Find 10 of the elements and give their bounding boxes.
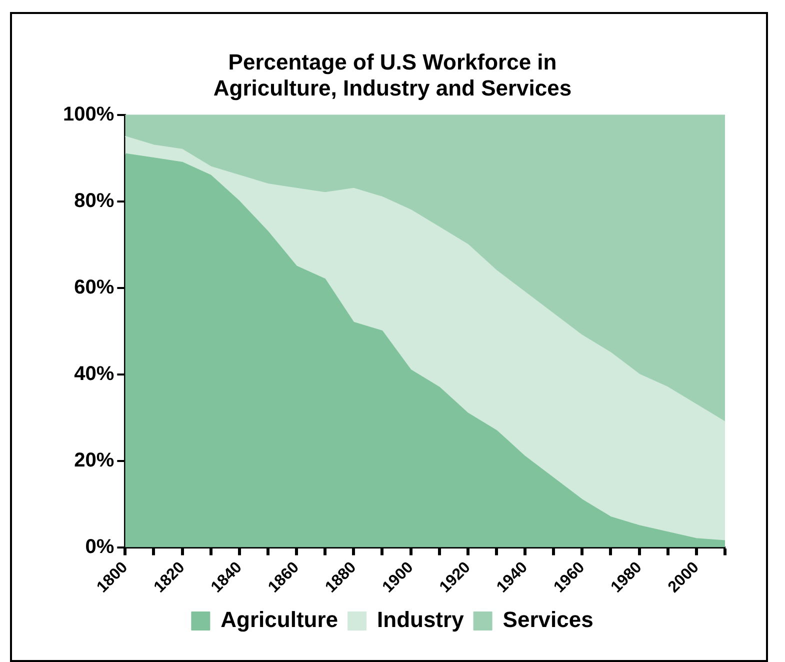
legend-label: Industry (377, 607, 465, 632)
y-tick-label: 20% (74, 449, 114, 472)
legend-label: Services (502, 607, 594, 632)
y-tick-label: 0% (85, 536, 114, 558)
legend-label: Agriculture (220, 607, 338, 632)
y-tick-label: 80% (74, 190, 114, 212)
chart-title: Percentage of U.S Workforce in Agriculture, Industry and Services (213, 49, 572, 101)
y-tick-label: 40% (74, 362, 114, 385)
y-tick-label: 100% (62, 103, 114, 126)
y-tick-label: 60% (74, 276, 114, 298)
